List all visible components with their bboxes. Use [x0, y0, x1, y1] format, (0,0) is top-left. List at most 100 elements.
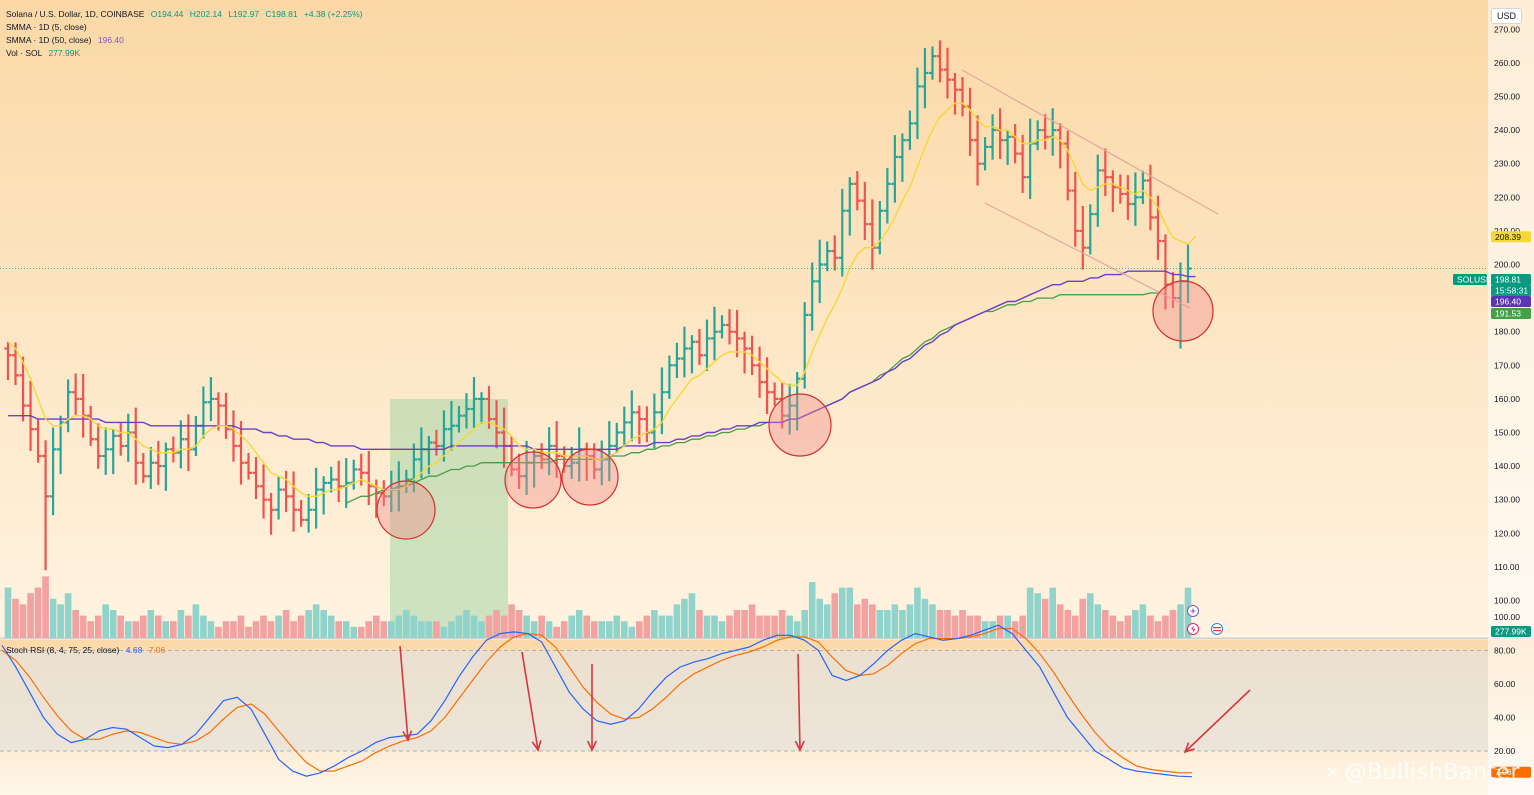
lightning-icon: [1187, 623, 1199, 635]
volume-value: 277.99K: [48, 48, 81, 58]
volume-bar: [688, 593, 696, 638]
volume-bar: [636, 621, 643, 638]
currency-button[interactable]: USD: [1490, 8, 1522, 24]
symbol-title: Solana / U.S. Dollar, 1D, COINBASE: [6, 9, 145, 19]
volume-bar: [568, 615, 575, 638]
price-axis-label: 100.00: [1494, 596, 1520, 606]
open-value: O194.44: [150, 9, 184, 19]
svg-text:191.53: 191.53: [1495, 309, 1521, 319]
rsi-band: [0, 650, 1488, 751]
volume-bar: [410, 615, 418, 638]
volume-bar: [1117, 621, 1124, 638]
price-axis-label: 250.00: [1494, 92, 1520, 102]
annotation-arrow: [794, 653, 805, 752]
highlight-circle: [768, 393, 832, 457]
volume-bar: [388, 621, 395, 638]
price-axis-label: 200.00: [1494, 260, 1520, 270]
volume-bar: [470, 615, 478, 638]
smma50-row[interactable]: SMMA · 1D (50, close) 196.40: [6, 34, 363, 47]
volume-bar: [1056, 604, 1064, 638]
volume-bar: [1139, 604, 1147, 638]
volume-bar: [12, 598, 19, 638]
price-axis-label: 140.00: [1494, 461, 1520, 471]
volume-bar: [64, 593, 72, 638]
volume-bar: [290, 621, 297, 638]
volume-bar: [350, 626, 358, 638]
symbol-tag: SOLUSD: [1453, 274, 1492, 285]
volume-bar: [658, 615, 666, 638]
volume-bar: [1079, 598, 1087, 638]
volume-bar: [823, 604, 831, 638]
volume-bar: [861, 598, 869, 638]
volume-bar: [207, 621, 215, 638]
highlight-zone: [390, 399, 508, 638]
volume-bar: [139, 615, 147, 638]
smma50-price-tag: 196.40: [1491, 296, 1531, 307]
stoch-rsi-legend[interactable]: Stoch RSI (8, 4, 75, 25, close) 4.68 7.0…: [6, 645, 165, 655]
volume-bar: [245, 626, 252, 638]
rsi-axis-label: 20.00: [1494, 746, 1516, 756]
green-ma-price-tag: 191.53: [1491, 308, 1531, 319]
volume-bar: [966, 615, 974, 638]
volume-row[interactable]: Vol · SOL 277.99K: [6, 47, 363, 60]
volume-bar: [628, 626, 636, 638]
stoch-rsi-k-line: [1, 624, 1193, 778]
volume-bar: [884, 610, 891, 638]
volume-bar: [748, 604, 756, 638]
smma5-row[interactable]: SMMA · 1D (5, close): [6, 21, 363, 34]
highlight-circle: [376, 480, 436, 540]
volume-bar: [621, 621, 628, 638]
volume-bar: [440, 626, 448, 638]
volume-bar: [335, 621, 343, 638]
volume-bar: [523, 615, 530, 638]
volume-bar: [726, 615, 733, 638]
volume-bar: [1124, 615, 1132, 638]
volume-bar: [102, 604, 110, 638]
close-value: C198.81: [265, 9, 298, 19]
rsi-axis-label: 40.00: [1494, 712, 1516, 722]
volume-bar: [500, 615, 508, 638]
volume-bar: [538, 615, 545, 638]
svg-text:SOLUSD: SOLUSD: [1457, 275, 1492, 285]
volume-bar: [42, 576, 49, 638]
volume-bar: [425, 621, 433, 638]
price-axis-background: [1488, 0, 1534, 795]
volume-bar: [1109, 615, 1117, 638]
volume-bar: [305, 610, 312, 638]
price-axis-label: 110.00: [1494, 562, 1520, 572]
volume-bar: [170, 621, 177, 638]
volume-bar: [493, 610, 500, 638]
volume-bar: [230, 621, 237, 638]
volume-bar: [1064, 610, 1072, 638]
smma5-price-tag: 208.39: [1491, 231, 1531, 243]
volume-bar: [838, 587, 846, 638]
volume-bar: [124, 621, 132, 638]
volume-bar: [846, 587, 854, 638]
smma50-value: 196.40: [97, 35, 124, 45]
price-axis-label: 170.00: [1494, 360, 1520, 370]
volume-bar: [711, 615, 718, 638]
volume-bar: [786, 615, 793, 638]
volume-bar: [485, 615, 493, 638]
volume-bar: [891, 604, 899, 638]
stoch-rsi-d-value: 7.06: [148, 645, 166, 655]
annotation-arrow: [586, 664, 598, 752]
volume-bar: [853, 604, 861, 638]
volume-bar: [921, 598, 929, 638]
annotation-arrow: [521, 651, 542, 752]
volume-bar: [1086, 593, 1094, 638]
volume-bar: [553, 626, 560, 638]
svg-text:208.39: 208.39: [1495, 232, 1521, 242]
volume-bar: [1177, 604, 1184, 638]
volume-bar: [222, 621, 230, 638]
volume-bar: [448, 621, 455, 638]
volume-bar: [914, 587, 921, 638]
price-axis-label: 120.00: [1494, 528, 1520, 538]
volume-bar: [643, 615, 651, 638]
volume-bar: [297, 615, 305, 638]
volume-bar: [320, 610, 327, 638]
volume-bar: [147, 610, 155, 638]
countdown-tag: 15:58:31: [1491, 285, 1531, 296]
